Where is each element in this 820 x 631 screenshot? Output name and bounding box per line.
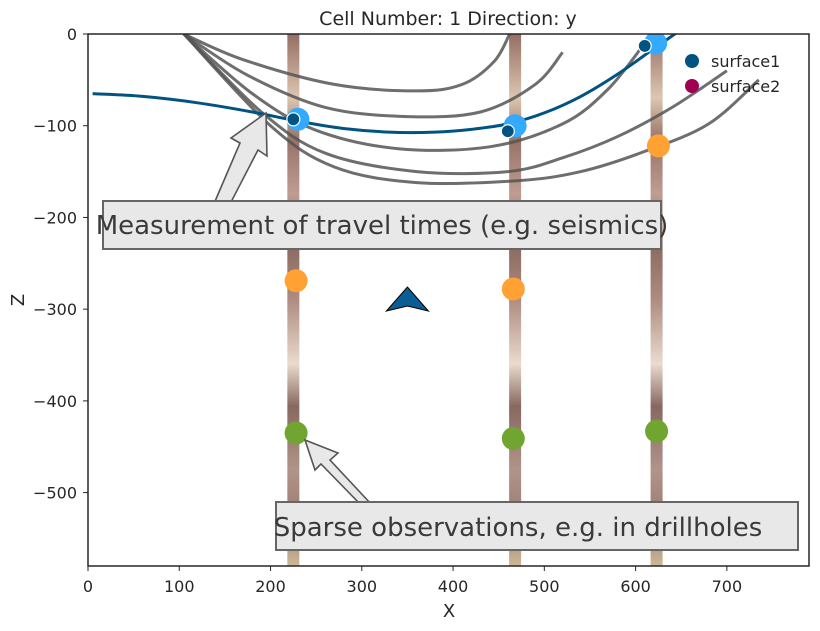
annotation-box-drillholes xyxy=(275,501,799,551)
contour-line-5 xyxy=(182,34,760,186)
triangle-marker xyxy=(385,286,430,312)
x-tick-label-500: 500 xyxy=(529,577,560,596)
y-tick-label-100: −100 xyxy=(33,117,77,136)
annotation-box-seismics xyxy=(102,200,662,250)
y-axis-ticks: 0 −100 −200 −300 −400 −500 xyxy=(33,25,88,503)
horizon-3-point-2 xyxy=(501,427,525,451)
surface1-point-2 xyxy=(500,124,515,139)
y-tick-label-300: −300 xyxy=(33,300,77,319)
surface1-points xyxy=(286,38,652,139)
x-tick-label-300: 300 xyxy=(347,577,378,596)
chart-title: Cell Number: 1 Direction: y xyxy=(319,8,577,30)
plot-background xyxy=(88,34,809,566)
horizon-2-point-3 xyxy=(646,134,670,158)
annotation-drillholes: Sparse observations, e.g. in drillholes xyxy=(274,438,799,551)
y-axis-label: Z xyxy=(8,294,29,306)
axes-frame xyxy=(87,33,810,567)
legend-label-surface1: surface1 xyxy=(711,52,780,71)
surface1-point-1 xyxy=(286,112,301,127)
horizon-3-point-1 xyxy=(284,421,308,445)
horizon-2-point-1 xyxy=(284,269,308,293)
annotation-text-seismics: Measurement of travel times (e.g. seismi… xyxy=(96,211,669,241)
contour-line-4 xyxy=(182,34,728,176)
arrow-drillholes xyxy=(303,438,374,507)
x-tick-label-700: 700 xyxy=(712,577,743,596)
x-tick-label-0: 0 xyxy=(83,577,93,596)
x-tick-label-600: 600 xyxy=(620,577,651,596)
legend-marker-surface1 xyxy=(685,54,699,68)
y-tick-label-400: −400 xyxy=(33,392,77,411)
surface1-point-3 xyxy=(637,38,652,54)
annotation-seismics: Measurement of travel times (e.g. seismi… xyxy=(96,111,669,250)
surface1-line xyxy=(92,34,678,135)
legend-marker-surface2 xyxy=(685,79,699,93)
contour-line-3 xyxy=(182,34,646,152)
x-axis-ticks: 0 100 200 300 400 500 600 700 xyxy=(83,566,742,596)
horizon-3-point-3 xyxy=(645,419,669,443)
x-tick-label-200: 200 xyxy=(255,577,286,596)
arrow-seismics xyxy=(211,111,268,207)
y-tick-label-200: −200 xyxy=(33,208,77,227)
contour-line-1 xyxy=(183,34,511,93)
annotation-text-drillholes: Sparse observations, e.g. in drillholes xyxy=(274,513,763,543)
contour-lines xyxy=(182,34,760,186)
x-tick-label-400: 400 xyxy=(438,577,469,596)
plot-area xyxy=(88,34,809,566)
y-tick-label-500: −500 xyxy=(33,484,77,503)
contour-line-2 xyxy=(182,34,564,119)
horizon-2-point-2 xyxy=(501,277,525,301)
legend-label-surface2: surface2 xyxy=(711,77,780,96)
x-tick-label-100: 100 xyxy=(164,577,195,596)
x-axis-label: X xyxy=(443,601,455,622)
legend: surface1 surface2 xyxy=(685,52,780,96)
y-tick-label-0: 0 xyxy=(67,25,77,44)
